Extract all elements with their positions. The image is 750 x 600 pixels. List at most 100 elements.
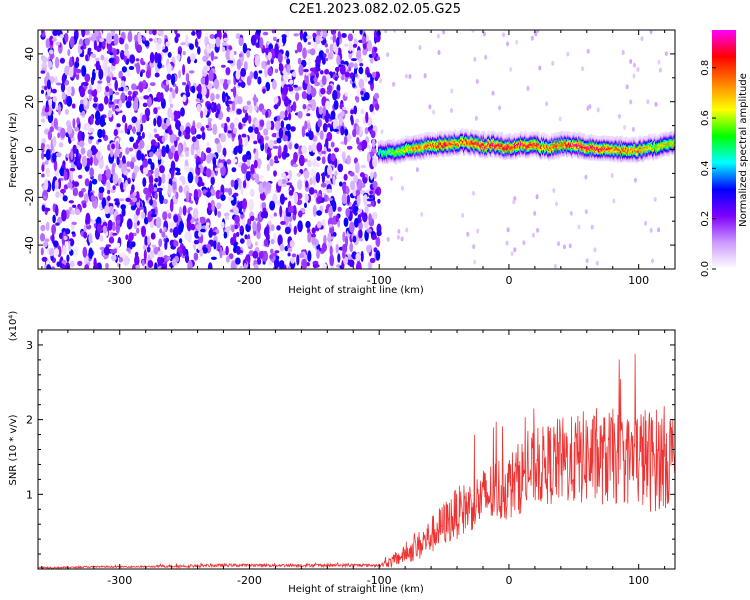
- spectrogram-cell: [334, 147, 339, 153]
- spectrogram-cell: [111, 102, 116, 112]
- spectrogram-cell: [175, 85, 179, 94]
- spectrogram-cell: [369, 56, 374, 64]
- spectrogram-cell: [445, 131, 448, 134]
- spectrogram-cell: [307, 41, 311, 46]
- spectrogram-cell: [158, 238, 163, 248]
- spectrogram-cell: [333, 100, 339, 110]
- spectrogram-cell: [157, 37, 162, 45]
- spectrogram-cell: [345, 185, 350, 195]
- spectrogram-cell: [218, 162, 224, 168]
- spectrogram-cell: [339, 181, 343, 187]
- spectrogram-cell: [349, 72, 355, 79]
- spectrogram-cell: [375, 250, 381, 261]
- spectrogram-cell: [312, 175, 316, 186]
- spectrogram-cell: [366, 244, 372, 253]
- spectrogram-cell: [70, 148, 74, 161]
- spectrogram-cell: [247, 218, 252, 226]
- spectrogram-cell: [65, 262, 71, 269]
- spectrogram-cell: [365, 111, 369, 124]
- spectrogram-cell: [97, 80, 103, 84]
- spectrogram-cell: [70, 209, 76, 215]
- spectrogram-cell: [77, 260, 83, 267]
- spectrogram-cell: [631, 126, 635, 132]
- spectrogram-cell: [133, 222, 138, 230]
- spectrogram-cell: [284, 109, 288, 117]
- spectrogram-cell: [186, 190, 190, 203]
- spectrogram-cell: [68, 66, 74, 78]
- spectrogram-cell: [64, 79, 70, 86]
- spectrogram-cell: [55, 41, 61, 46]
- spectrogram-cell: [88, 233, 93, 244]
- spectrogram-cell: [196, 30, 202, 39]
- spectrogram-cell: [352, 235, 357, 243]
- spectrogram-cell: [149, 199, 154, 206]
- spectrogram-cell: [269, 200, 276, 211]
- spectrogram-cell: [120, 92, 126, 104]
- spectrogram-cell: [307, 250, 312, 262]
- spectrogram-cell: [169, 228, 173, 233]
- spectrogram-cell: [141, 259, 145, 266]
- spectrogram-cell: [288, 105, 292, 114]
- spectrogram-cell: [190, 52, 196, 62]
- spectrogram-cell: [75, 56, 79, 64]
- spectrogram-cell: [274, 155, 279, 162]
- spectrogram-cell: [202, 247, 208, 254]
- spectrogram-cell: [55, 222, 60, 226]
- spectrogram-cell: [49, 126, 54, 133]
- spectrogram-cell: [256, 220, 261, 233]
- spectrogram-cell: [289, 91, 296, 95]
- spectrogram-cell: [610, 173, 614, 178]
- spectrogram-cell: [366, 152, 371, 164]
- spectrogram-cell: [55, 152, 62, 158]
- spectrogram-cell: [358, 221, 363, 231]
- spectrogram-cell: [126, 161, 131, 168]
- spectrogram-cell: [216, 202, 222, 210]
- spectrogram-cell: [132, 126, 136, 135]
- spectrogram-cell: [196, 134, 202, 140]
- spectrogram-cell: [185, 34, 189, 47]
- spectrogram-cell: [165, 238, 170, 243]
- spectrogram-cell: [195, 174, 199, 184]
- spectrogram-cell: [322, 122, 328, 133]
- spectrogram-cell: [278, 127, 284, 139]
- spectrogram-cell: [274, 43, 279, 55]
- spectrogram-cell: [337, 163, 344, 173]
- spectrogram-cell: [165, 41, 171, 47]
- spectrogram-cell: [259, 175, 265, 180]
- spectrogram-cell: [297, 110, 303, 119]
- spectrogram-cell: [99, 38, 105, 42]
- spectrogram-cell: [321, 75, 327, 86]
- spectrogram-cell: [316, 210, 322, 216]
- spectrogram-cell: [369, 257, 376, 264]
- spectrogram-cell: [373, 92, 380, 100]
- spectrogram-cell: [368, 194, 374, 199]
- spectrogram-cell: [308, 187, 315, 195]
- spectrogram-cell: [115, 91, 120, 96]
- spectrogram-cell: [348, 40, 352, 52]
- spectrogram-cell: [566, 51, 570, 57]
- spectrogram-cell: [344, 128, 349, 136]
- spectrogram-cell: [332, 41, 337, 53]
- spectrogram-cell: [58, 142, 64, 148]
- spectrogram-cell: [213, 102, 217, 113]
- spectrogram-cell: [75, 69, 82, 74]
- spectrogram-cell: [315, 172, 321, 184]
- spectrogram-cell: [131, 172, 136, 180]
- spectrogram-cell: [51, 179, 55, 192]
- spectrogram-cell: [161, 173, 166, 184]
- spectrogram-cell: [360, 108, 365, 115]
- spectrogram-cell: [285, 123, 291, 131]
- spectrogram-cell: [106, 32, 112, 45]
- spectrogram-cell: [60, 82, 66, 93]
- spectrogram-cell: [136, 150, 142, 161]
- spectrogram-cell: [376, 236, 381, 247]
- spectrogram-cell: [152, 30, 157, 36]
- spectrogram-cell: [243, 262, 247, 269]
- spectrogram-cell: [70, 241, 74, 246]
- spectrogram-cell: [188, 70, 195, 74]
- spectrogram-cell: [79, 86, 85, 98]
- spectrogram-cell: [222, 147, 227, 158]
- spectrogram-cell: [230, 224, 235, 233]
- spectrogram-cell: [295, 92, 300, 102]
- spectrogram-cell: [94, 263, 99, 269]
